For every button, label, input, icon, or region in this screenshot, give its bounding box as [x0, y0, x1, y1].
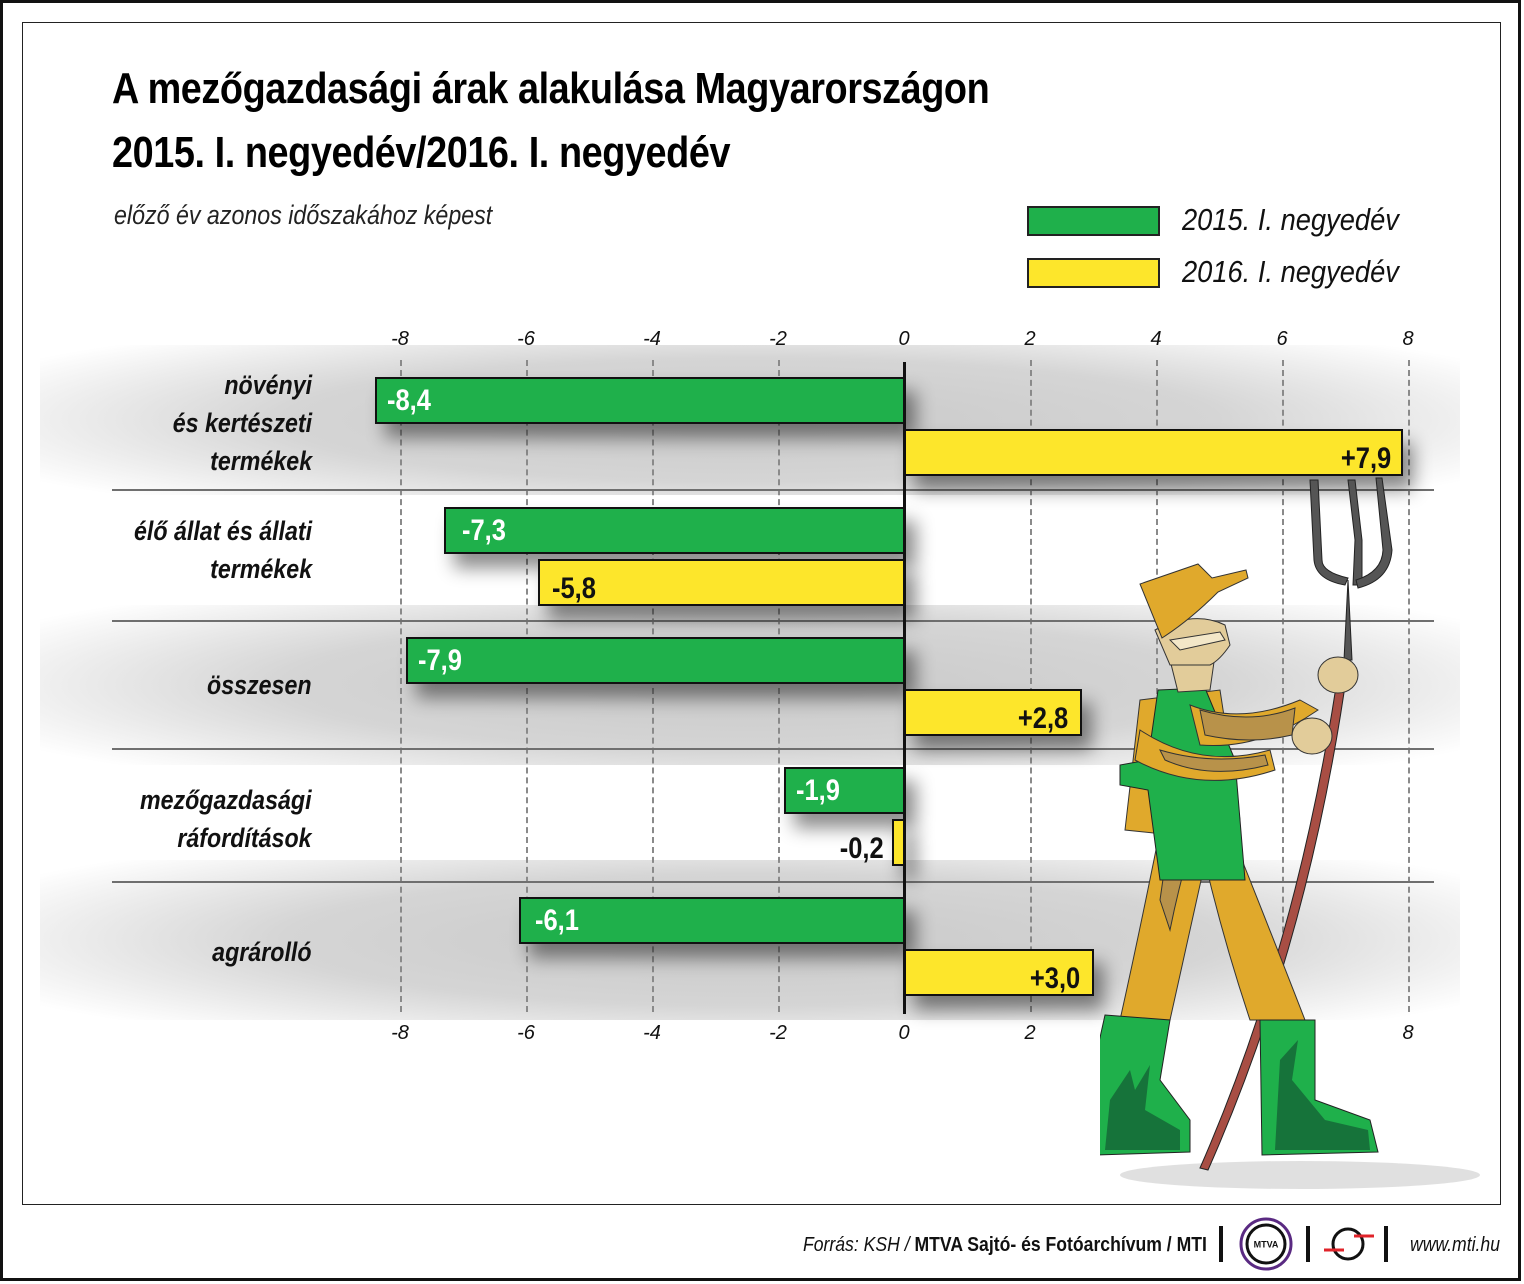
gridline — [1408, 360, 1410, 1012]
legend-swatch-2015 — [1027, 206, 1160, 236]
tick-label: 0 — [898, 1022, 910, 1044]
tick-label: 8 — [1402, 328, 1414, 350]
bar-value: -6,1 — [535, 904, 579, 937]
bar-value: -0,2 — [840, 832, 884, 865]
category-label-osszesen: összesen — [207, 670, 312, 700]
footer-url: www.mti.hu — [1410, 1234, 1500, 1256]
bar-value: -1,9 — [796, 774, 840, 807]
bar-2016-elo-allat: -5,8 — [538, 559, 906, 606]
legend-label-2015: 2015. I. negyedév — [1182, 202, 1399, 237]
bar-value: +3,0 — [1029, 962, 1080, 995]
footer-separator — [1306, 1226, 1310, 1262]
bar-2016-osszesen: +2,8 — [904, 689, 1082, 736]
category-label-novenyi: növényi és kertészeti termékek — [172, 370, 312, 476]
chart-title-line2: 2015. I. negyedév/2016. I. negyedév — [112, 128, 731, 177]
legend-swatch-2016 — [1027, 258, 1160, 288]
footer-credits: Forrás: KSH / MTVA Sajtó- és Fotóarchívu… — [803, 1234, 1207, 1257]
tick-label: -8 — [391, 328, 409, 350]
tick-label: -2 — [769, 1022, 787, 1044]
footer-org: MTVA Sajtó- és Fotóarchívum / MTI — [914, 1234, 1207, 1256]
tick-label: -2 — [769, 328, 787, 350]
gridline — [778, 360, 780, 1012]
mti-logo-icon — [1324, 1227, 1374, 1261]
row-divider — [112, 881, 1434, 883]
tick-label: -6 — [517, 328, 535, 350]
row-divider — [112, 489, 1434, 491]
tick-label: -8 — [391, 1022, 409, 1044]
bar-2016-agrarollo: +3,0 — [904, 949, 1094, 996]
bar-value: -7,3 — [462, 514, 506, 547]
category-label-raforditasok: mezőgazdasági ráfordítások — [140, 785, 312, 853]
gridline — [1156, 360, 1158, 1012]
mtva-logo-icon: MTVA — [1239, 1217, 1293, 1271]
gridline — [526, 360, 528, 1012]
bar-value: -7,9 — [418, 644, 462, 677]
bar-value: -5,8 — [552, 572, 596, 605]
tick-label: 4 — [1150, 328, 1162, 350]
tick-label: -4 — [643, 328, 661, 350]
footer-source: Forrás: KSH / — [803, 1234, 910, 1256]
footer-separator — [1219, 1226, 1223, 1262]
farmer-with-pitchfork-icon — [1100, 477, 1480, 1189]
legend-label-2016: 2016. I. negyedév — [1182, 254, 1399, 289]
tick-label: -4 — [643, 1022, 661, 1044]
row-divider — [112, 748, 1434, 750]
svg-text:MTVA: MTVA — [1254, 1240, 1279, 1250]
row-divider — [112, 620, 1434, 622]
zero-axis — [903, 362, 906, 1014]
bar-2015-novenyi: -8,4 — [375, 377, 906, 424]
gridline — [1030, 360, 1032, 1012]
tick-label: 6 — [1276, 328, 1288, 350]
chart-title-line1: A mezőgazdasági árak alakulása Magyarors… — [112, 64, 990, 113]
bar-value: +2,8 — [1017, 702, 1068, 735]
chart-subtitle: előző év azonos időszakához képest — [114, 200, 493, 230]
bar-value: -8,4 — [387, 384, 431, 417]
bar-2015-osszesen: -7,9 — [406, 637, 906, 684]
bar-2015-agrarollo: -6,1 — [519, 897, 906, 944]
tick-label: 2 — [1024, 328, 1036, 350]
bar-value: +7,9 — [1340, 442, 1391, 475]
category-label-elo-allat: élő állat és állati termékek — [133, 516, 312, 584]
gridline — [400, 360, 402, 1012]
category-label-agrarollo: agrárolló — [212, 937, 312, 967]
bar-2016-novenyi: +7,9 — [904, 429, 1403, 476]
bar-2015-elo-allat: -7,3 — [444, 507, 906, 554]
gridline — [1282, 360, 1284, 1012]
footer-separator — [1384, 1226, 1388, 1262]
tick-label: 2 — [1024, 1022, 1036, 1044]
chart-frame — [22, 22, 1501, 1205]
bar-2015-raforditasok: -1,9 — [784, 767, 906, 814]
gridline — [652, 360, 654, 1012]
tick-label: -6 — [517, 1022, 535, 1044]
tick-label: 8 — [1402, 1022, 1414, 1044]
tick-label: 0 — [898, 328, 910, 350]
